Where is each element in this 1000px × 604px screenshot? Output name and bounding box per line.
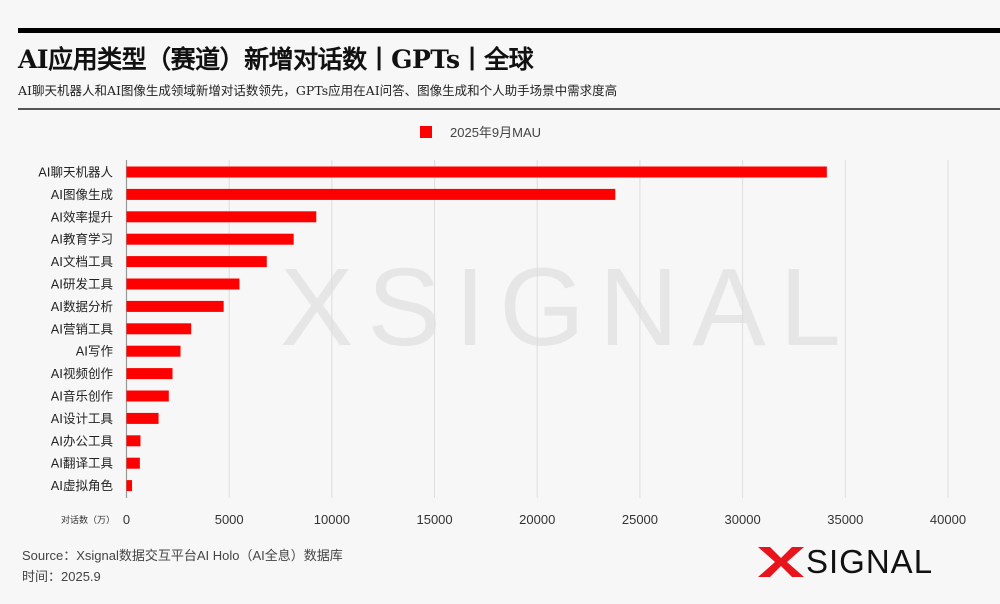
bar — [126, 390, 169, 402]
source-text: Source：Xsignal数据交互平台AI Holo（AI全息）数据库 — [22, 548, 343, 563]
category-label: AI营销工具 — [51, 321, 114, 336]
top-bar — [18, 28, 1000, 33]
source-note: Source：Xsignal数据交互平台AI Holo（AI全息）数据库 时间：… — [22, 545, 343, 587]
category-label: AI文档工具 — [51, 254, 114, 269]
bar — [126, 278, 240, 290]
x-tick-label: 20000 — [519, 512, 555, 527]
category-label: AI设计工具 — [51, 411, 114, 426]
x-tick-label: 10000 — [314, 512, 350, 527]
category-label: AI写作 — [76, 344, 114, 359]
x-tick-label: 5000 — [215, 512, 244, 527]
x-axis-label: 对话数（万） — [61, 514, 115, 526]
category-label: AI办公工具 — [51, 433, 114, 448]
x-tick-label: 25000 — [622, 512, 658, 527]
category-label: AI效率提升 — [51, 209, 113, 224]
bar — [126, 211, 317, 223]
bar — [126, 323, 192, 335]
logo-x-icon — [758, 547, 804, 577]
time-text: 时间：2025.9 — [22, 569, 101, 584]
category-label: AI图像生成 — [51, 187, 113, 202]
bar — [126, 256, 267, 268]
category-label: AI数据分析 — [51, 299, 113, 314]
bar — [126, 345, 181, 357]
legend-swatch — [420, 125, 432, 138]
xsignal-logo: SIGNAL — [758, 543, 933, 581]
x-tick-label: 40000 — [930, 512, 966, 527]
category-label: AI音乐创作 — [51, 389, 114, 404]
logo-text: SIGNAL — [806, 543, 934, 580]
bar — [126, 300, 224, 312]
category-label: AI聊天机器人 — [38, 165, 113, 180]
bar — [126, 188, 616, 200]
bar — [126, 368, 173, 380]
x-tick-label: 30000 — [725, 512, 761, 527]
bar — [126, 480, 133, 492]
x-tick-label: 35000 — [827, 512, 863, 527]
category-label: AI翻译工具 — [51, 456, 114, 471]
header-divider — [18, 108, 1000, 110]
x-tick-label: 15000 — [416, 512, 452, 527]
bar — [126, 166, 827, 178]
bar — [126, 435, 141, 447]
legend-label: 2025年9月MAU — [450, 125, 542, 140]
watermark: XSIGNAL — [280, 246, 855, 369]
category-label: AI视频创作 — [51, 366, 114, 381]
bar — [126, 412, 159, 424]
chart-title: AI应用类型（赛道）新增对话数丨GPTs丨全球 — [18, 45, 534, 74]
bar — [126, 233, 294, 245]
legend: 2025年9月MAU — [420, 122, 541, 141]
category-label: AI虚拟角色 — [51, 478, 114, 493]
x-tick-label: 0 — [123, 512, 130, 527]
chart-subtitle: AI聊天机器人和AI图像生成领域新增对话数领先，GPTs应用在AI问答、图像生成… — [18, 83, 618, 98]
category-label: AI研发工具 — [51, 277, 114, 292]
category-label: AI教育学习 — [51, 232, 113, 247]
bar — [126, 457, 140, 469]
